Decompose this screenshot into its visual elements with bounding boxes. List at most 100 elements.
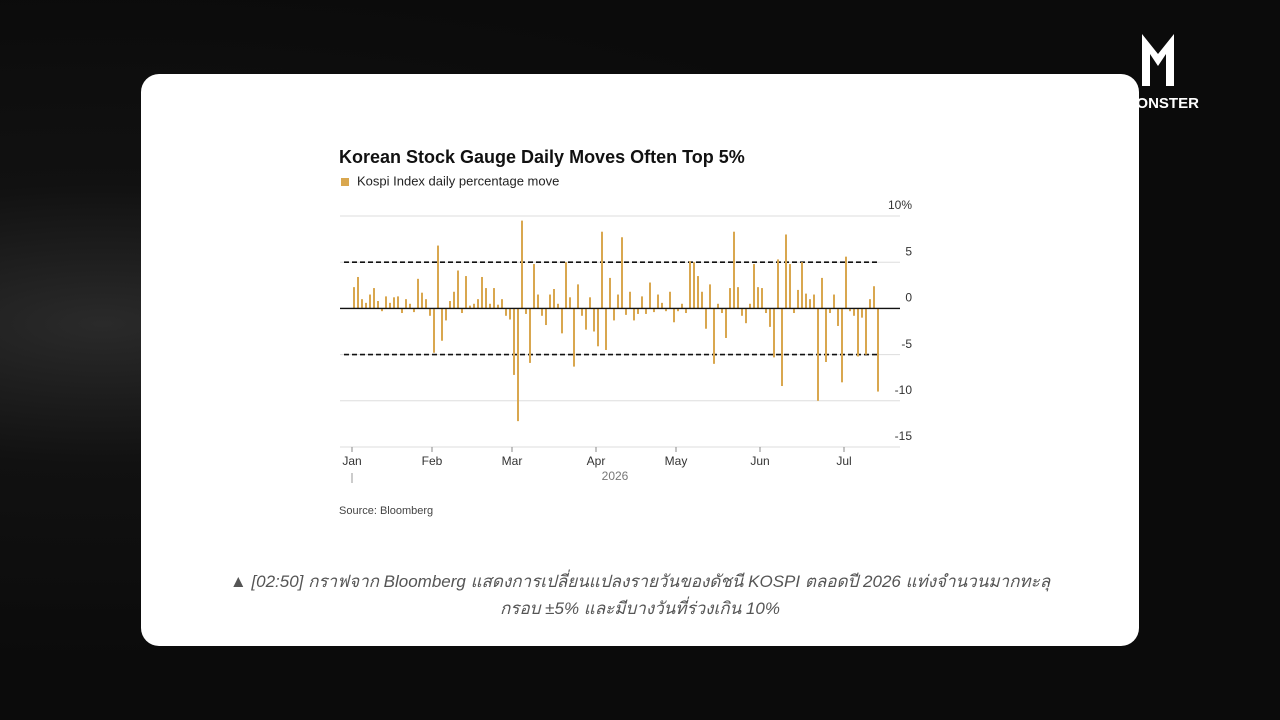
bar [681, 303, 683, 309]
bar [465, 276, 467, 309]
bar [557, 303, 559, 309]
x-tick-label: Jul [836, 454, 851, 468]
bar [725, 308, 727, 338]
bar [745, 308, 747, 324]
bar [593, 308, 595, 332]
bar [405, 299, 407, 309]
caption-line: กรอบ ±5% และมีบางวันที่ร่วงเกิน 10% [500, 599, 780, 618]
bar [677, 308, 679, 312]
bar [721, 308, 723, 314]
bar [373, 288, 375, 309]
bar [853, 308, 855, 316]
bar [433, 308, 435, 353]
bar [441, 308, 443, 341]
bar [673, 308, 675, 323]
bar [873, 286, 875, 309]
bar [841, 308, 843, 383]
bar [597, 308, 599, 347]
bar [769, 308, 771, 327]
bar [517, 308, 519, 422]
bar [689, 261, 691, 309]
x-tick-label: Feb [422, 454, 443, 468]
bar [553, 288, 555, 309]
bar [757, 287, 759, 309]
bar [737, 287, 739, 309]
x-tick-label: Mar [502, 454, 523, 468]
bar [485, 288, 487, 309]
bar [797, 289, 799, 309]
x-tick-label: Apr [587, 454, 606, 468]
bar [653, 308, 655, 313]
bar [761, 288, 763, 309]
bar [793, 308, 795, 314]
bar [589, 297, 591, 309]
legend-label: Kospi Index daily percentage move [357, 173, 559, 188]
bar [497, 304, 499, 309]
bar [561, 308, 563, 334]
bar [401, 308, 403, 314]
bar [753, 264, 755, 309]
bar [569, 297, 571, 309]
bar [869, 299, 871, 309]
bar [621, 237, 623, 309]
bar [361, 299, 363, 309]
bar [457, 270, 459, 309]
bar [481, 276, 483, 309]
source: Source: Bloomberg [339, 505, 433, 517]
bar [529, 308, 531, 363]
bar [833, 294, 835, 309]
y-tick-label: 5 [905, 244, 912, 258]
bar [789, 264, 791, 309]
bar [477, 299, 479, 309]
bar [601, 231, 603, 309]
bar [693, 262, 695, 309]
bar [513, 308, 515, 375]
bar [421, 292, 423, 309]
bar [633, 308, 635, 321]
bar [393, 297, 395, 309]
bar [605, 308, 607, 350]
bar [661, 302, 663, 309]
bar [641, 296, 643, 309]
bar [521, 220, 523, 309]
bar [425, 299, 427, 309]
x-tick-label: Jun [750, 454, 769, 468]
bar [709, 284, 711, 309]
y-tick-label: -15 [895, 429, 913, 443]
bar [645, 308, 647, 314]
bar [413, 308, 415, 313]
bar [389, 302, 391, 309]
bar [385, 296, 387, 309]
bar [397, 296, 399, 309]
x-tick-label: Jan [342, 454, 361, 468]
bar [801, 262, 803, 309]
bar [613, 308, 615, 321]
bar [733, 231, 735, 309]
bar [493, 288, 495, 309]
y-tick-label: -5 [901, 337, 912, 351]
bar [829, 308, 831, 314]
bar [861, 308, 863, 318]
bar [369, 294, 371, 309]
bar [565, 262, 567, 309]
bar [461, 308, 463, 314]
bar [429, 308, 431, 316]
bar [773, 308, 775, 358]
bar [453, 291, 455, 309]
card [141, 74, 1139, 646]
bar [577, 284, 579, 309]
bar [537, 294, 539, 309]
bar [809, 299, 811, 309]
bar [445, 308, 447, 321]
bar [785, 234, 787, 309]
bar [609, 277, 611, 309]
bar [825, 308, 827, 362]
bar [417, 278, 419, 309]
bar [777, 259, 779, 309]
bar [541, 308, 543, 316]
caption-line: ▲ [02:50] กราฟจาก Bloomberg แสดงการเปลี่… [229, 572, 1051, 591]
bar [573, 308, 575, 367]
bar [501, 299, 503, 309]
